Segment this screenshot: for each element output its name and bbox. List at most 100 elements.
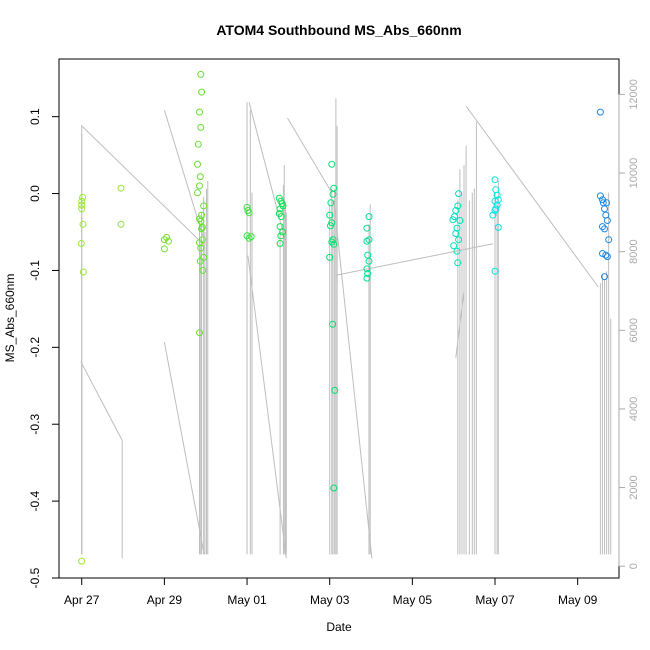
data-point: [491, 197, 499, 205]
right-tick-label: 4000: [628, 397, 640, 421]
data-point: [363, 237, 371, 245]
y-tick-label: -0.2: [28, 337, 42, 358]
data-point: [276, 205, 284, 213]
data-point: [454, 202, 462, 210]
data-point: [197, 244, 205, 252]
plot-frame: [58, 58, 620, 579]
data-point: [276, 240, 284, 247]
x-tick-label: May 05: [393, 593, 433, 607]
data-point: [160, 236, 168, 244]
x-tick-label: May 03: [310, 593, 350, 607]
data-point: [365, 213, 373, 221]
data-point: [194, 160, 201, 168]
data-point: [449, 216, 457, 224]
altitude-line-segment: [465, 105, 599, 288]
data-point: [491, 176, 499, 184]
data-point: [605, 236, 613, 244]
data-point: [197, 123, 205, 131]
data-point: [165, 237, 172, 245]
y-tick-label: 0.0: [28, 185, 42, 202]
data-points-layer: [77, 70, 613, 565]
data-point: [79, 193, 87, 201]
data-point: [601, 273, 608, 281]
data-point: [197, 217, 205, 225]
data-point: [365, 236, 373, 244]
data-point: [327, 222, 334, 230]
x-tick-label: May 07: [475, 593, 515, 607]
data-point: [245, 234, 253, 242]
data-point: [117, 220, 125, 228]
data-point: [279, 228, 287, 236]
data-point: [450, 242, 458, 250]
data-point: [491, 267, 499, 275]
data-point: [364, 270, 372, 277]
x-tick-label: Apr 29: [147, 593, 183, 607]
altitude-line-segment: [287, 117, 333, 193]
data-point: [326, 211, 334, 219]
data-point: [196, 182, 203, 190]
data-point: [78, 201, 86, 209]
right-tick-label: 10000: [628, 158, 640, 189]
data-point: [196, 173, 204, 181]
data-point: [456, 217, 464, 224]
y-tick-label: -0.4: [28, 490, 42, 511]
data-point: [277, 213, 285, 221]
data-point: [455, 236, 463, 244]
data-point: [117, 184, 125, 192]
data-point: [329, 320, 337, 328]
right-axis: 0 2000 4000 6000 8000 10000 12000: [618, 79, 640, 569]
right-tick-label: 12000: [628, 79, 640, 110]
data-point: [455, 190, 463, 198]
x-axis: Apr 27 Apr 29 May 01 May 03 May 05 May 07 May …: [64, 577, 598, 607]
data-point: [330, 240, 338, 248]
data-point: [599, 223, 606, 231]
y-tick-label: 0.1: [28, 108, 42, 125]
altitude-line-segment: [335, 243, 493, 276]
data-point: [328, 160, 336, 168]
right-tick-label: 8000: [628, 239, 640, 263]
data-point: [453, 247, 461, 255]
data-point: [78, 197, 86, 205]
data-point: [194, 189, 201, 197]
altitude-line-layer: [80, 98, 612, 559]
data-point: [196, 257, 204, 265]
data-point: [78, 557, 86, 565]
y-axis-label: MS_Abs_660nm: [3, 274, 17, 363]
altitude-line-segment: [80, 361, 123, 559]
data-point: [596, 192, 604, 200]
data-point: [329, 190, 337, 198]
data-point: [77, 240, 85, 247]
data-point: [79, 220, 87, 228]
data-point: [601, 225, 608, 233]
x-tick-label: May 01: [227, 593, 267, 607]
data-point: [198, 88, 206, 96]
data-point: [601, 205, 608, 213]
x-axis-label: Date: [326, 620, 352, 634]
data-point: [596, 108, 604, 116]
data-point: [603, 217, 611, 224]
data-point: [245, 209, 253, 217]
data-point: [330, 484, 338, 492]
data-point: [328, 238, 336, 246]
altitude-line-segment: [81, 124, 204, 555]
data-point: [194, 140, 202, 148]
x-tick-label: May 09: [558, 593, 598, 607]
data-point: [603, 199, 611, 207]
y-tick-label: -0.3: [28, 414, 42, 435]
data-point: [453, 224, 461, 232]
data-point: [79, 268, 87, 276]
data-point: [199, 266, 207, 274]
data-point: [326, 253, 334, 261]
data-point: [363, 274, 371, 282]
data-point: [363, 265, 371, 273]
data-point: [196, 329, 203, 337]
data-point: [489, 211, 497, 219]
data-point: [331, 386, 339, 394]
y-axis: -0.5 -0.4 -0.3 -0.2 -0.1 0.0 0.1: [28, 108, 60, 588]
data-point: [452, 230, 460, 237]
data-point: [247, 233, 255, 241]
data-point: [602, 251, 610, 259]
data-point: [196, 108, 203, 116]
altitude-line-segment: [163, 342, 205, 555]
